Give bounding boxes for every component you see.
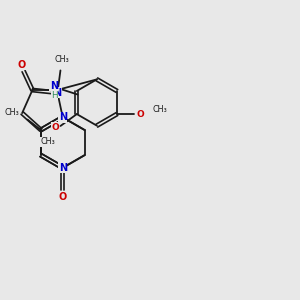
Text: O: O: [51, 123, 59, 132]
Text: H: H: [51, 91, 58, 100]
Text: O: O: [17, 60, 25, 70]
Text: N: N: [53, 88, 62, 98]
Text: N: N: [59, 112, 67, 122]
Text: N: N: [50, 81, 58, 91]
Text: CH₃: CH₃: [55, 55, 69, 64]
Text: CH₃: CH₃: [153, 105, 167, 114]
Text: O: O: [58, 192, 67, 202]
Text: N: N: [59, 163, 67, 173]
Text: CH₃: CH₃: [41, 137, 56, 146]
Text: O: O: [137, 110, 145, 118]
Text: CH₃: CH₃: [4, 108, 19, 117]
